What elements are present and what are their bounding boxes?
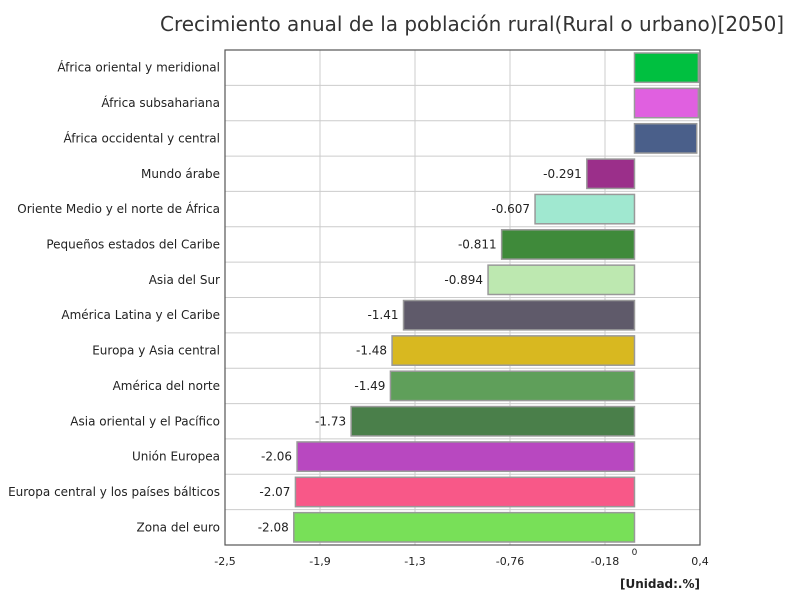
category-label: Asia oriental y el Pacífico	[70, 414, 220, 428]
data-label: -1.73	[315, 414, 346, 428]
bar	[633, 87, 700, 119]
data-label: -0.291	[543, 167, 582, 181]
x-tick-label: -1,3	[404, 555, 425, 568]
bar	[294, 476, 636, 508]
chart-title: Crecimiento anual de la población rural(…	[160, 12, 785, 36]
plot-border	[224, 49, 701, 546]
category-label: Unión Europea	[132, 450, 220, 464]
bar	[534, 193, 636, 225]
data-label: -2.08	[258, 520, 289, 534]
data-label: -2.07	[259, 485, 290, 499]
data-label: -2.06	[261, 450, 292, 464]
x-tick-label: -2,5	[214, 555, 235, 568]
bar	[389, 370, 636, 402]
unit-label: [Unidad:.%]	[620, 577, 700, 591]
plot-frame	[224, 49, 701, 546]
bar	[487, 264, 636, 296]
x-tick-label: -0,18	[591, 555, 619, 568]
category-label: Mundo árabe	[141, 167, 220, 181]
data-label: -1.49	[354, 379, 385, 393]
category-label: África occidental y central	[63, 130, 220, 145]
x-tick-label: -0,76	[496, 555, 524, 568]
category-label: África oriental y meridional	[57, 60, 220, 75]
bar	[293, 511, 636, 543]
bar	[350, 405, 636, 437]
bar	[402, 299, 636, 331]
x-tick-label: -1,9	[309, 555, 330, 568]
category-label: África subsahariana	[101, 95, 220, 110]
data-label: -0.811	[458, 237, 497, 251]
zero-tick-label: 0	[632, 548, 638, 558]
category-label: Zona del euro	[137, 520, 220, 534]
category-label: Asia del Sur	[149, 273, 220, 287]
category-label: América Latina y el Caribe	[61, 308, 220, 322]
data-label: -0.607	[491, 202, 530, 216]
bar	[296, 441, 636, 473]
bar	[633, 52, 700, 84]
grid	[224, 50, 701, 545]
category-label: Europa central y los países bálticos	[8, 485, 220, 499]
bar	[500, 229, 636, 260]
data-label: -1.41	[367, 308, 398, 322]
category-label: Europa y Asia central	[92, 344, 220, 358]
bar	[586, 158, 636, 190]
labels: África oriental y meridional África subsa…	[8, 60, 709, 568]
category-label: América del norte	[113, 379, 220, 393]
bar	[391, 335, 636, 366]
bar	[633, 122, 698, 154]
category-label: Oriente Medio y el norte de África	[17, 201, 220, 216]
data-label: -0.894	[444, 273, 483, 287]
x-tick-label: 0,4	[691, 555, 709, 568]
data-label: -1.48	[356, 344, 387, 358]
category-label: Pequeños estados del Caribe	[46, 237, 220, 251]
bars	[293, 52, 700, 543]
